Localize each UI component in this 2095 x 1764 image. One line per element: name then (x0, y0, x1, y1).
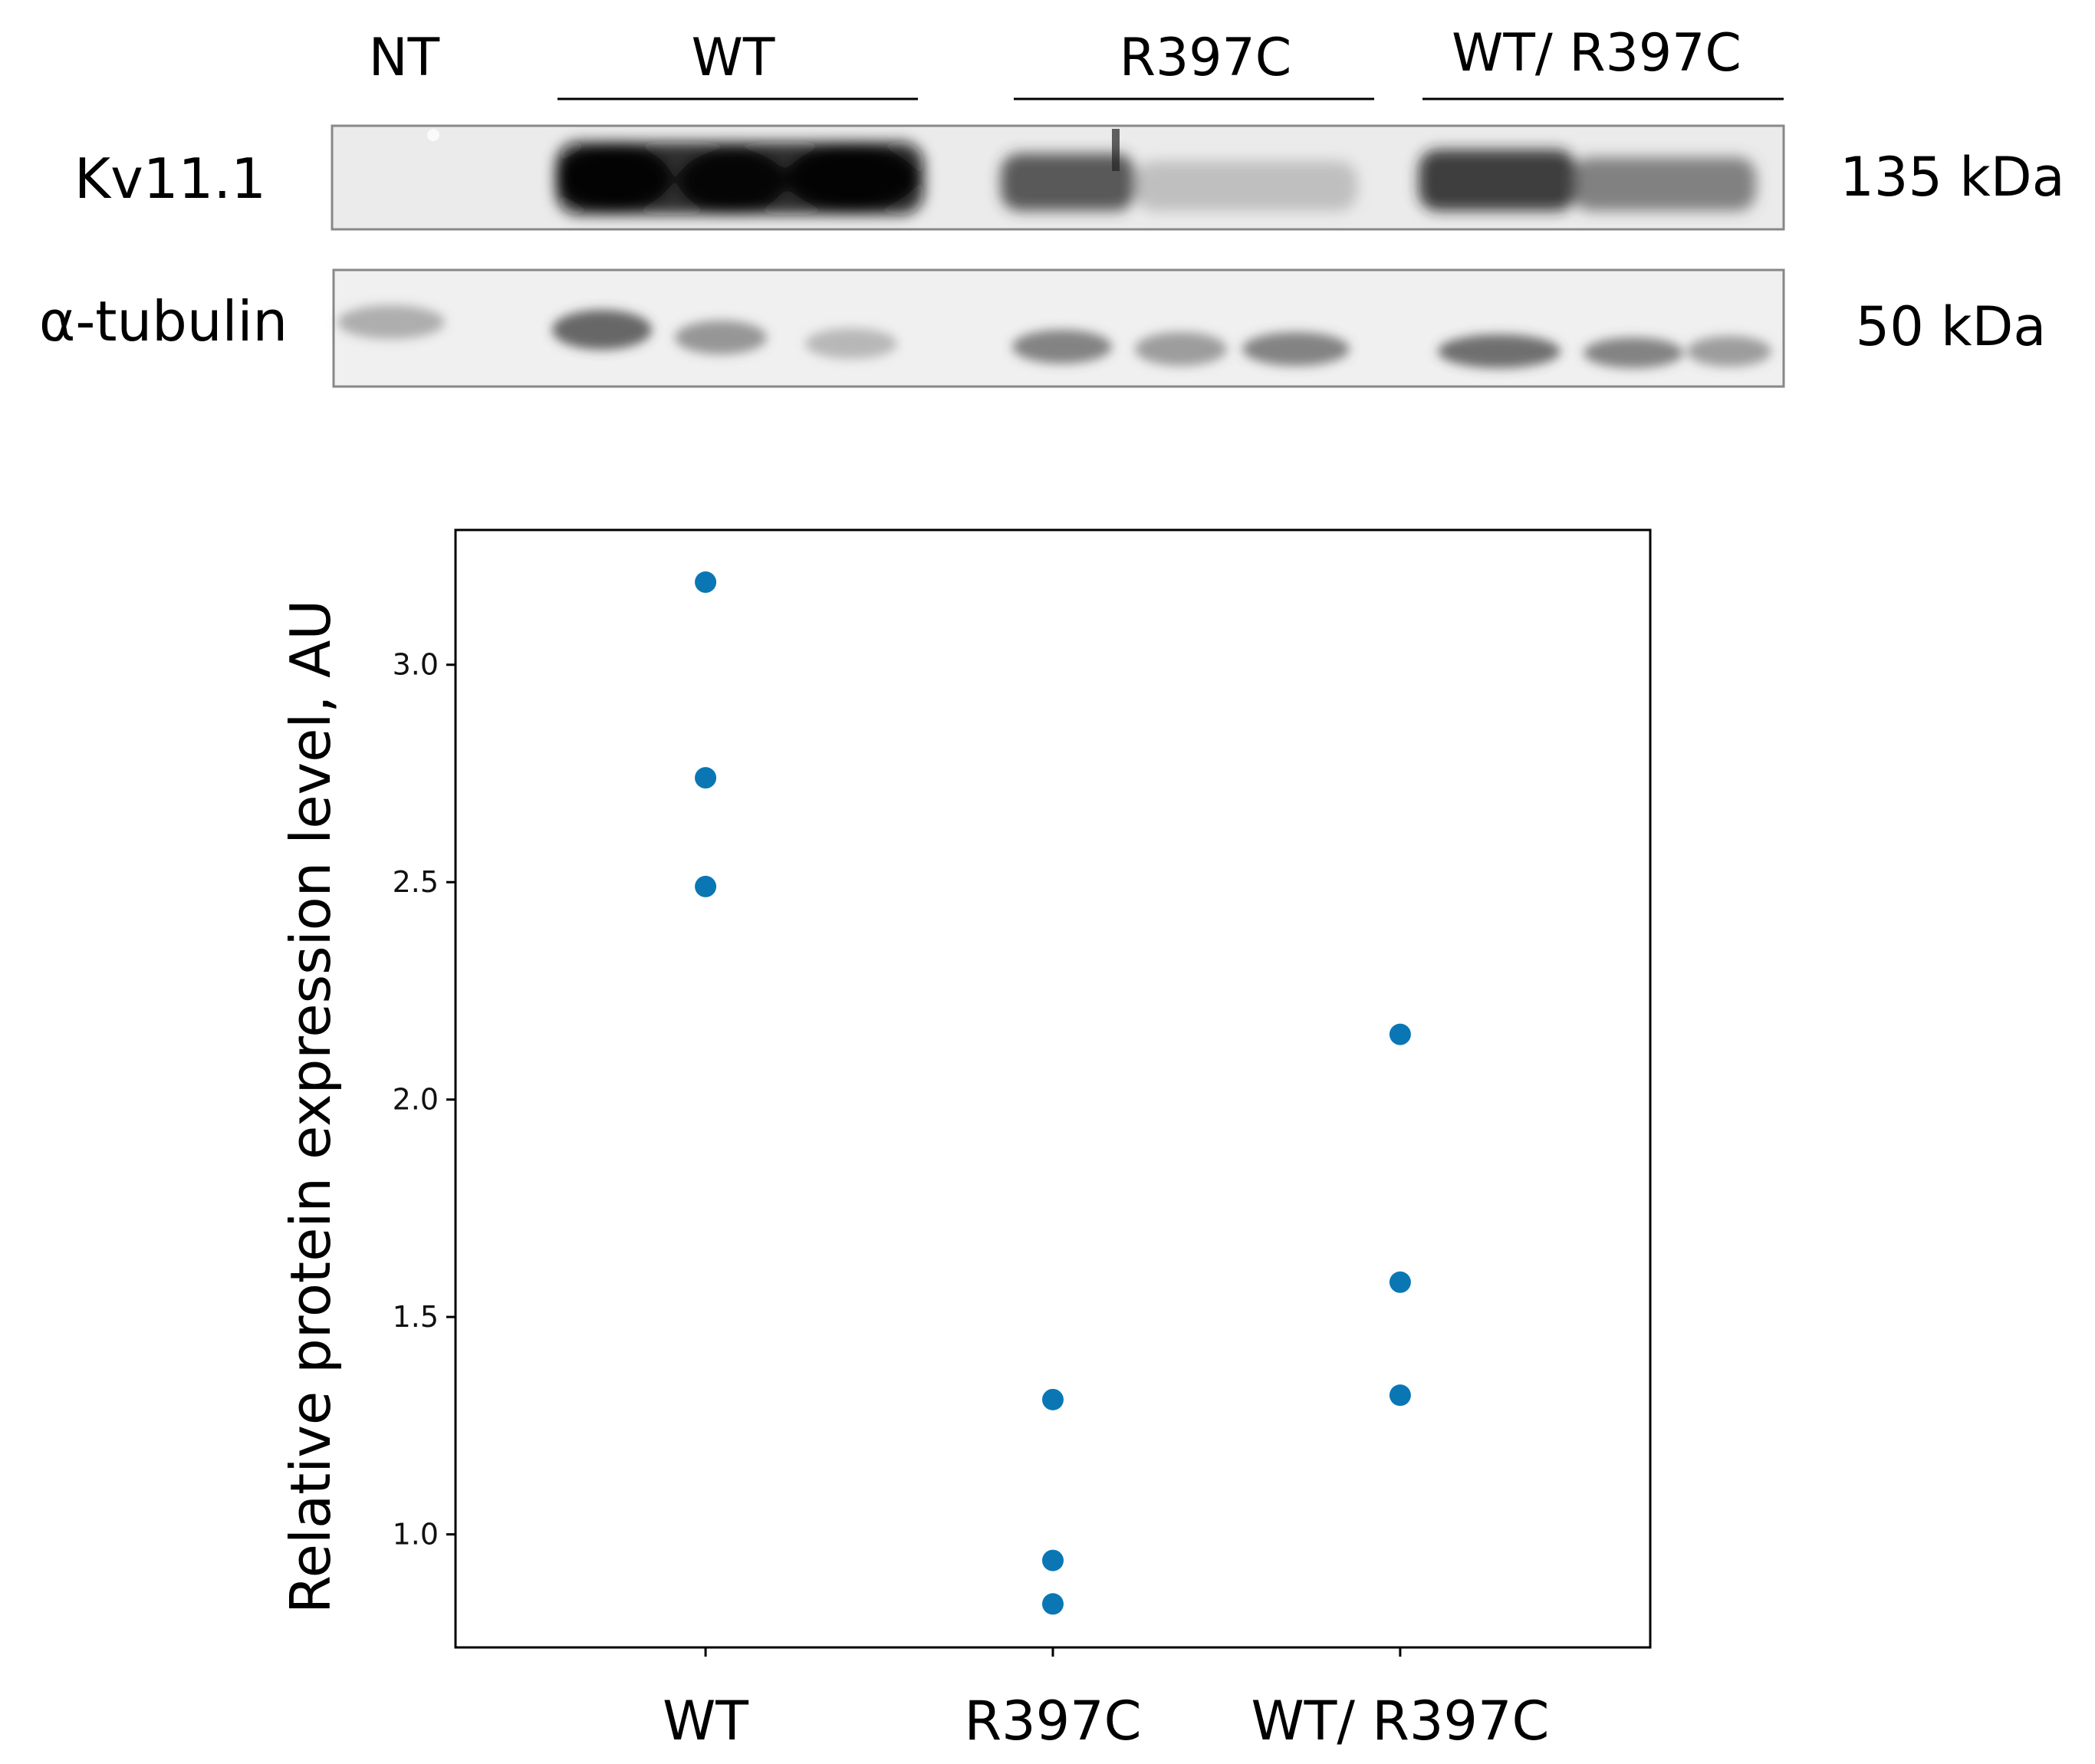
data-point (1389, 1271, 1411, 1293)
lane-label-wt-r397c: WT/ R397C (1452, 23, 1741, 84)
row-label-tubulin: α-tubulin (39, 289, 288, 354)
blot-strip-kv11 (331, 124, 1785, 231)
lane-label-r397c: R397C (1120, 28, 1292, 88)
x-tick-label: R397C (964, 1690, 1141, 1752)
data-point (1042, 1388, 1064, 1410)
lane-label-wt: WT (692, 28, 775, 88)
x-tick-label: WT (663, 1690, 748, 1752)
data-point (695, 571, 717, 594)
plot-area (454, 528, 1652, 1649)
y-axis-ticks: 1.0 1.5 2.0 2.5 3.0 (393, 648, 456, 1552)
data-point (695, 767, 717, 789)
x-axis-ticks: WT R397C WT/ R397C (663, 1647, 1549, 1752)
western-blot: NT WT R397C WT/ R397C Kv11.1 α-tubulin 1… (39, 23, 2065, 388)
data-point (1042, 1549, 1064, 1571)
y-tick-label: 2.0 (393, 1083, 439, 1117)
y-tick-label: 1.5 (393, 1300, 439, 1334)
data-point (695, 875, 717, 897)
data-point (1042, 1593, 1064, 1615)
y-tick-label: 2.5 (393, 865, 439, 899)
row-label-kv11: Kv11.1 (74, 146, 266, 211)
scatter-chart: Relative protein expression level, AU 1.… (278, 528, 1652, 1752)
y-tick-label: 3.0 (393, 648, 439, 682)
lane-label-nt: NT (369, 28, 440, 88)
data-point (1389, 1023, 1411, 1045)
y-axis-label: Relative protein expression level, AU (278, 600, 343, 1614)
mw-label-50: 50 kDa (1856, 295, 2047, 358)
data-point (1389, 1384, 1411, 1407)
blot-strip-tubulin (332, 268, 1785, 388)
x-tick-label: WT/ R397C (1251, 1690, 1549, 1752)
mw-label-135: 135 kDa (1840, 146, 2064, 209)
y-tick-label: 1.0 (393, 1518, 439, 1552)
data-points (695, 571, 1411, 1615)
